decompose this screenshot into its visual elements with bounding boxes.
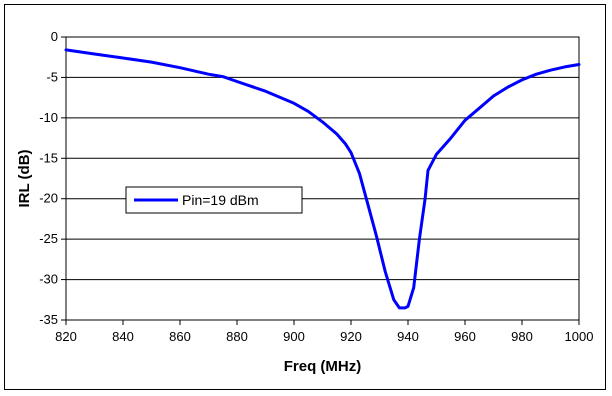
- gridlines: [66, 36, 579, 321]
- y-tick-label: -10: [39, 110, 58, 125]
- axis-ticks: 0 -5 -10 -15 -20 -25 -30 -35 820 840 860 880 900 920 9…: [39, 29, 593, 344]
- x-tick-label: 900: [283, 329, 305, 344]
- plot-area: [65, 36, 580, 321]
- y-tick-label: -5: [46, 69, 58, 84]
- legend: Pin=19 dBm: [125, 186, 303, 214]
- x-tick-label: 920: [340, 329, 362, 344]
- x-tick-label: 840: [112, 329, 134, 344]
- x-tick-label: 980: [511, 329, 533, 344]
- x-tick-label: 820: [55, 329, 77, 344]
- y-tick-label: -35: [39, 312, 58, 327]
- y-tick-label: -30: [39, 272, 58, 287]
- y-axis-title: IRL (dB): [16, 149, 33, 207]
- chart-frame: [4, 4, 606, 390]
- x-tick-label: 880: [226, 329, 248, 344]
- x-tick-label: 1000: [565, 329, 594, 344]
- x-tick-label: 960: [454, 329, 476, 344]
- legend-label: Pin=19 dBm: [182, 192, 259, 208]
- x-tick-label: 940: [397, 329, 419, 344]
- series-layer: [64, 48, 581, 310]
- y-tick-label: -15: [39, 150, 58, 165]
- y-tick-label: -25: [39, 231, 58, 246]
- y-tick-label: -20: [39, 191, 58, 206]
- x-tick-label: 860: [169, 329, 191, 344]
- y-tick-label: 0: [51, 29, 58, 44]
- legend-box: [125, 186, 303, 214]
- series-line: [64, 48, 581, 310]
- x-axis-title: Freq (MHz): [284, 358, 362, 375]
